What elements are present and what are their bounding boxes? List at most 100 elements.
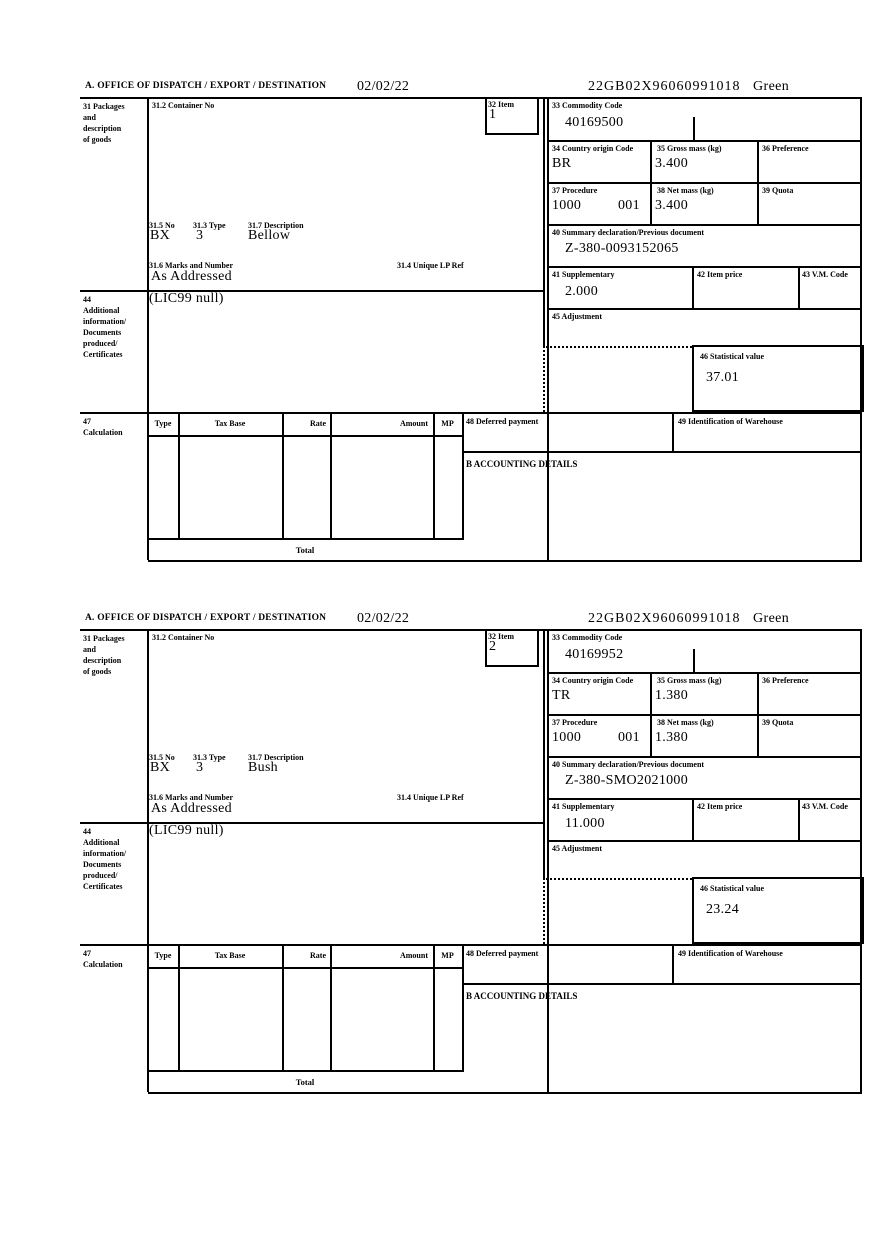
routing-status: Green: [753, 79, 790, 94]
border-col42-43: [798, 266, 800, 310]
calc-type-header: Type: [154, 951, 172, 960]
country-origin-value: TR: [552, 688, 571, 703]
box41-label: 41 Supplementary: [552, 802, 615, 811]
country-origin-value: BR: [552, 156, 572, 171]
box41-label: 41 Supplementary: [552, 270, 615, 279]
calc-rate-header: Rate: [310, 419, 326, 428]
border-col35-36: [757, 140, 759, 226]
commodity-code-separator-tick: [693, 649, 695, 674]
box48-label: 48 Deferred payment: [466, 417, 539, 426]
border-calc-col1: [178, 412, 180, 538]
dotted-border-vertical: [543, 345, 545, 412]
border-col42-43: [798, 798, 800, 842]
border-calc-col3: [330, 412, 332, 538]
box35-label: 35 Gross mass (kg): [657, 144, 722, 153]
box39-label: 39 Quota: [762, 718, 794, 727]
border-top: [80, 629, 862, 631]
border-row33-bottom: [547, 140, 862, 142]
box49-label: 49 Identification of Warehouse: [678, 417, 783, 426]
box35-label: 35 Gross mass (kg): [657, 676, 722, 685]
box34-label: 34 Country origin Code: [552, 144, 634, 153]
box43-label: 43 V.M. Code: [802, 802, 848, 811]
box47-label: 47 Calculation: [83, 949, 123, 969]
total-label: Total: [295, 545, 315, 555]
net-mass-value: 3.400: [655, 198, 688, 213]
calc-type-header: Type: [154, 419, 172, 428]
calc-amount-header: Amount: [399, 419, 428, 428]
packages-no-value: BX: [150, 228, 171, 243]
dotted-border-horizontal: [543, 346, 692, 348]
border-top: [80, 97, 862, 99]
additional-information-value: (LIC99 null): [149, 291, 224, 306]
border-row33-bottom: [547, 672, 862, 674]
border-calc-col4: [433, 944, 435, 1070]
box34-label: 34 Country origin Code: [552, 676, 634, 685]
additional-information-value: (LIC99 null): [149, 823, 224, 838]
summary-declaration-value: Z-380-0093152065: [565, 241, 679, 256]
box31-5-label: 31.5 No: [149, 221, 175, 230]
net-mass-value: 1.380: [655, 730, 688, 745]
box31-2-label: 31.2 Container No: [152, 101, 215, 110]
accounting-details-label: B ACCOUNTING DETAILS: [466, 991, 578, 1001]
box38-label: 38 Net mass (kg): [657, 186, 714, 195]
packages-type-value: 3: [196, 760, 204, 775]
box36-label: 36 Preference: [762, 676, 809, 685]
border-calc-body-bottom: [148, 538, 464, 540]
supplementary-units-value: 11.000: [565, 816, 605, 831]
calc-tax-base-header: Tax Base: [214, 419, 246, 428]
marks-and-number-value: As Addressed: [151, 269, 232, 284]
border-middle-right-divider: [543, 629, 545, 877]
border-calc-row-top: [80, 944, 862, 946]
box33-label: 33 Commodity Code: [552, 633, 623, 642]
box48-label: 48 Deferred payment: [466, 949, 539, 958]
border-col48-49: [672, 944, 674, 983]
box32-label: 32 Item: [488, 632, 514, 641]
box44-label: 44 Additional information/ Documents pro…: [83, 295, 127, 359]
declaration-item-section: A. OFFICE OF DISPATCH / EXPORT / DESTINA…: [80, 607, 864, 1094]
box31-5-label: 31.5 No: [149, 753, 175, 762]
border-calc-header-bottom: [148, 967, 464, 969]
border-col41-42: [692, 798, 694, 842]
statistical-value-box: [692, 877, 864, 944]
supplementary-units-value: 2.000: [565, 284, 598, 299]
box33-label: 33 Commodity Code: [552, 101, 623, 110]
item-number-box: [485, 629, 539, 667]
border-row41-bottom: [547, 840, 862, 842]
box31-3-label: 31.3 Type: [193, 221, 226, 230]
border-calc-col5: [462, 944, 464, 1070]
calc-amount-header: Amount: [399, 951, 428, 960]
box40-label: 40 Summary declaration/Previous document: [552, 760, 705, 769]
border-bottom: [148, 560, 862, 562]
box31-4-label: 31.4 Unique LP Ref: [397, 261, 464, 270]
box44-label: 44 Additional information/ Documents pro…: [83, 827, 127, 891]
box37-label: 37 Procedure: [552, 718, 598, 727]
office-of-dispatch-label: A. OFFICE OF DISPATCH / EXPORT / DESTINA…: [85, 81, 327, 91]
box46-label: 46 Statistical value: [700, 352, 764, 361]
declaration-item-section: A. OFFICE OF DISPATCH / EXPORT / DESTINA…: [80, 75, 864, 562]
declaration-date: 02/02/22: [357, 79, 410, 94]
border-right: [860, 97, 862, 560]
commodity-code-value: 40169952: [565, 647, 624, 662]
box39-label: 39 Quota: [762, 186, 794, 195]
declaration-date: 02/02/22: [357, 611, 410, 626]
border-calc-col2: [282, 944, 284, 1070]
item-number-value: 1: [489, 107, 497, 122]
box46-label: 46 Statistical value: [700, 884, 764, 893]
border-calc-row-top: [80, 412, 862, 414]
calc-mp-header: MP: [441, 419, 454, 428]
dotted-border-horizontal: [543, 878, 692, 880]
box43-label: 43 V.M. Code: [802, 270, 848, 279]
item-number-value: 2: [489, 639, 497, 654]
border-bottom: [148, 1092, 862, 1094]
box45-label: 45 Adjustment: [552, 312, 603, 321]
box31-7-label: 31.7 Description: [248, 221, 304, 230]
goods-description-value: Bush: [248, 760, 278, 775]
summary-declaration-value: Z-380-SMO2021000: [565, 773, 689, 788]
statistical-value: 23.24: [706, 902, 739, 917]
box31-2-label: 31.2 Container No: [152, 633, 215, 642]
border-row48-bottom: [462, 983, 862, 985]
office-of-dispatch-label: A. OFFICE OF DISPATCH / EXPORT / DESTINA…: [85, 613, 327, 623]
box31-3-label: 31.3 Type: [193, 753, 226, 762]
border-calc-col5: [462, 412, 464, 538]
